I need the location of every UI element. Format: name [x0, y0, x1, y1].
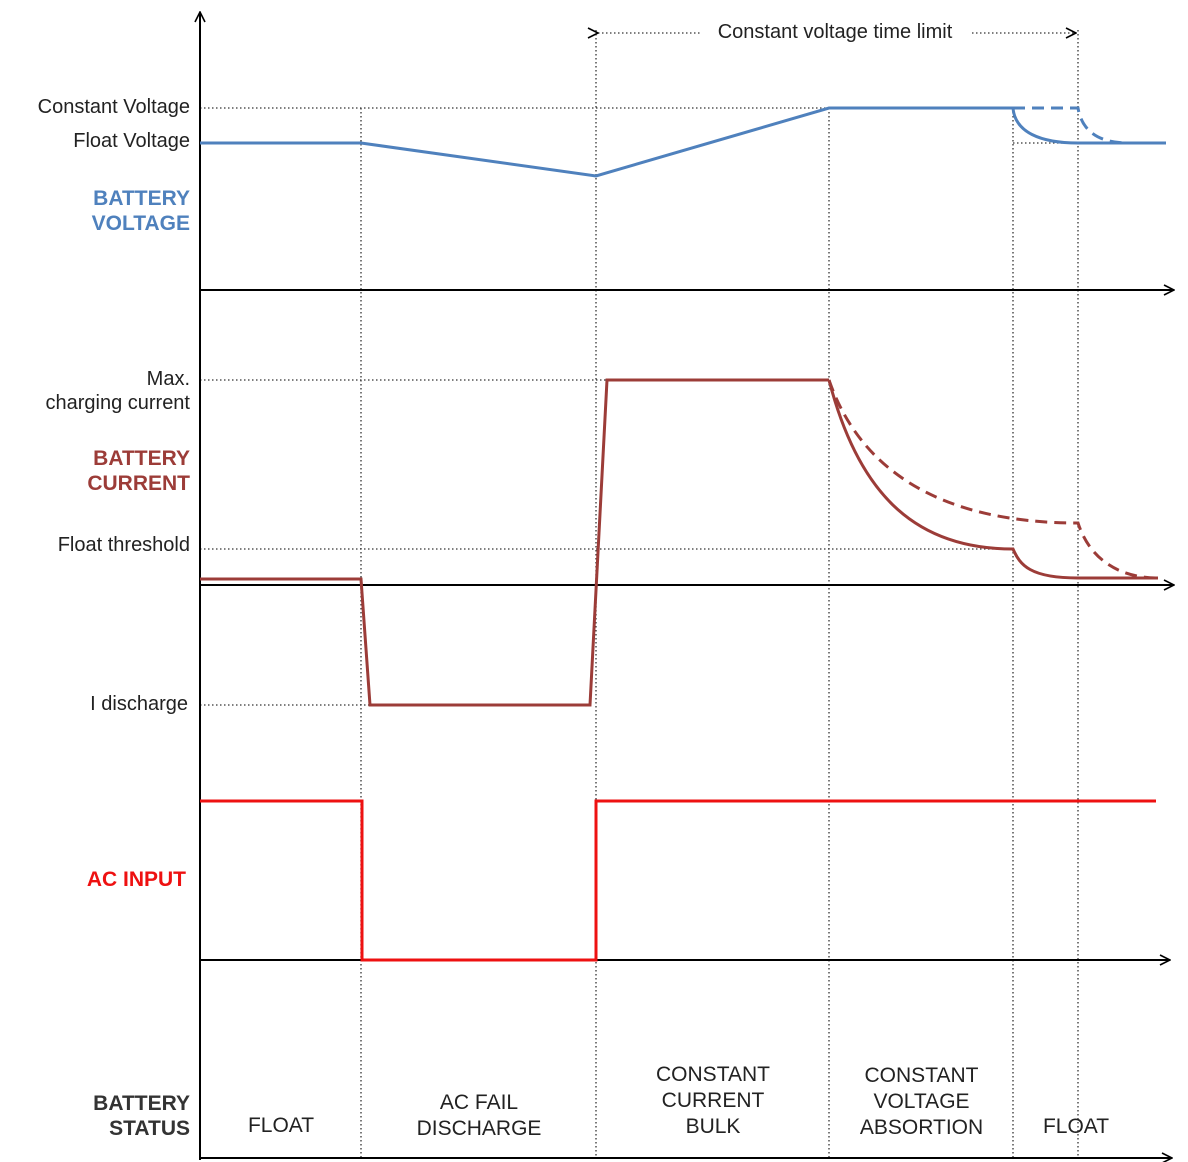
ac-input-title: AC INPUT [86, 868, 186, 891]
battery-status-title-line1: BATTERY [93, 1092, 190, 1115]
battery-status-title-line2: STATUS [109, 1117, 190, 1140]
phase-cc-line3: BULK [685, 1115, 741, 1138]
battery-current-curve [200, 378, 1159, 707]
current-main-line [200, 378, 829, 707]
battery-current-title: BATTERY CURRENT [0, 446, 190, 496]
phase-ac-fail-line1: AC FAIL [439, 1091, 519, 1114]
phase-float-2: FLOAT [1042, 1115, 1110, 1138]
phase-float-1: FLOAT [247, 1114, 315, 1137]
phase-cc-line2: CURRENT [661, 1089, 765, 1112]
phase-ac-fail-line2: DISCHARGE [416, 1117, 542, 1140]
phase-cv-line2: VOLTAGE [873, 1090, 970, 1113]
phase-divider-lines [360, 30, 1079, 1158]
voltage-main-line [200, 106, 1013, 178]
max-label-line2: charging current [45, 392, 190, 414]
voltage-decay-dashed [1013, 106, 1129, 145]
voltage-decay-solid [1011, 107, 1166, 145]
current-absorption-solid [827, 379, 1158, 580]
phase-constant-voltage-absorption: CONSTANT VOLTAGE ABSORTION [830, 1063, 1013, 1141]
max-label-line1: Max. [146, 368, 190, 390]
level-guide-lines [200, 107, 1078, 706]
phase-cv-line1: CONSTANT [864, 1064, 979, 1087]
time-limit-label: Constant voltage time limit [700, 20, 970, 44]
phase-ac-fail-discharge: AC FAIL DISCHARGE [362, 1090, 596, 1142]
battery-voltage-title-line1: BATTERY [93, 187, 190, 210]
phase-cc-line1: CONSTANT [656, 1063, 770, 1086]
current-absorption-dashed [827, 379, 1159, 580]
max-charging-current-label: Max. charging current [0, 367, 190, 415]
discharge-current-label: I discharge [90, 693, 188, 715]
axes [200, 12, 1174, 1160]
ac-input-signal [200, 799, 1156, 962]
phase-cv-line3: ABSORTION [859, 1116, 984, 1139]
battery-current-title-line2: CURRENT [87, 472, 190, 495]
battery-current-title-line1: BATTERY [93, 447, 190, 470]
battery-status-title: BATTERY STATUS [0, 1091, 190, 1141]
phase-constant-current-bulk: CONSTANT CURRENT BULK [597, 1062, 829, 1140]
battery-voltage-curve [200, 106, 1166, 178]
float-threshold-label: Float threshold [57, 534, 190, 556]
battery-voltage-title: BATTERY VOLTAGE [0, 186, 190, 236]
constant-voltage-label: Constant Voltage [37, 96, 190, 118]
battery-voltage-title-line2: VOLTAGE [91, 212, 190, 235]
float-voltage-label: Float Voltage [73, 130, 190, 152]
